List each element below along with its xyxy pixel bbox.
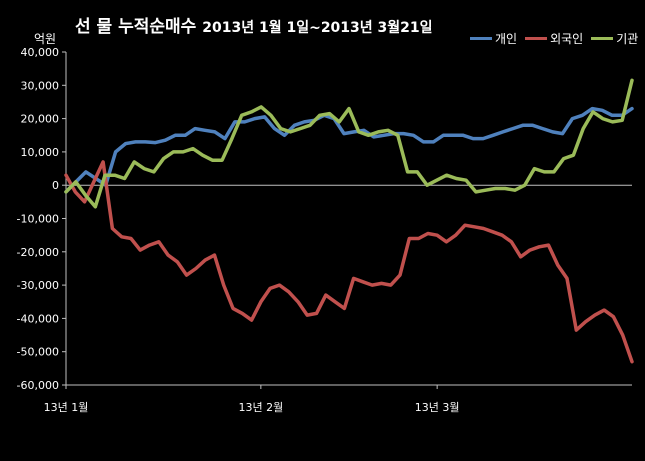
x-tick-label: 13년 3월 (415, 401, 460, 414)
y-tick-label: 20,000 (21, 113, 60, 126)
chart-title-dates: 2013년 1월 1일~2013년 3월21일 (202, 20, 433, 36)
y-axis-unit-label: 억원 (34, 32, 57, 46)
legend-swatch (470, 37, 492, 40)
legend-item: 개인 (470, 30, 517, 47)
chart-title: 선 물 누적순매수 2013년 1월 1일~2013년 3월21일 (75, 12, 433, 37)
x-tick-label: 13년 2월 (238, 401, 283, 414)
series-line-외국인 (64, 160, 634, 364)
series-line-개인 (64, 106, 634, 194)
y-tick-label: 30,000 (21, 79, 60, 92)
legend-label: 외국인 (550, 32, 584, 46)
legend-item: 외국인 (525, 30, 583, 47)
chart-title-main: 선 물 누적순매수 (75, 17, 197, 37)
y-tick-label: -20,000 (17, 246, 59, 259)
y-tick-label: 40,000 (21, 46, 60, 59)
y-tick-label: -40,000 (17, 312, 59, 325)
y-tick-label: 10,000 (21, 146, 60, 159)
y-tick-label: -10,000 (17, 213, 59, 226)
y-tick-label: -60,000 (17, 379, 59, 392)
legend: 개인 외국인 기관 (470, 30, 638, 47)
legend-swatch (591, 37, 614, 40)
legend-item: 기관 (591, 30, 638, 47)
legend-swatch (525, 37, 548, 40)
series-line-기관 (64, 78, 634, 209)
y-tick-label: -50,000 (17, 346, 59, 359)
legend-label: 기관 (616, 32, 639, 46)
y-tick-label: 0 (52, 179, 59, 192)
legend-label: 개인 (495, 32, 518, 46)
x-tick-label: 13년 1월 (44, 401, 89, 414)
y-tick-label: -30,000 (17, 279, 59, 292)
